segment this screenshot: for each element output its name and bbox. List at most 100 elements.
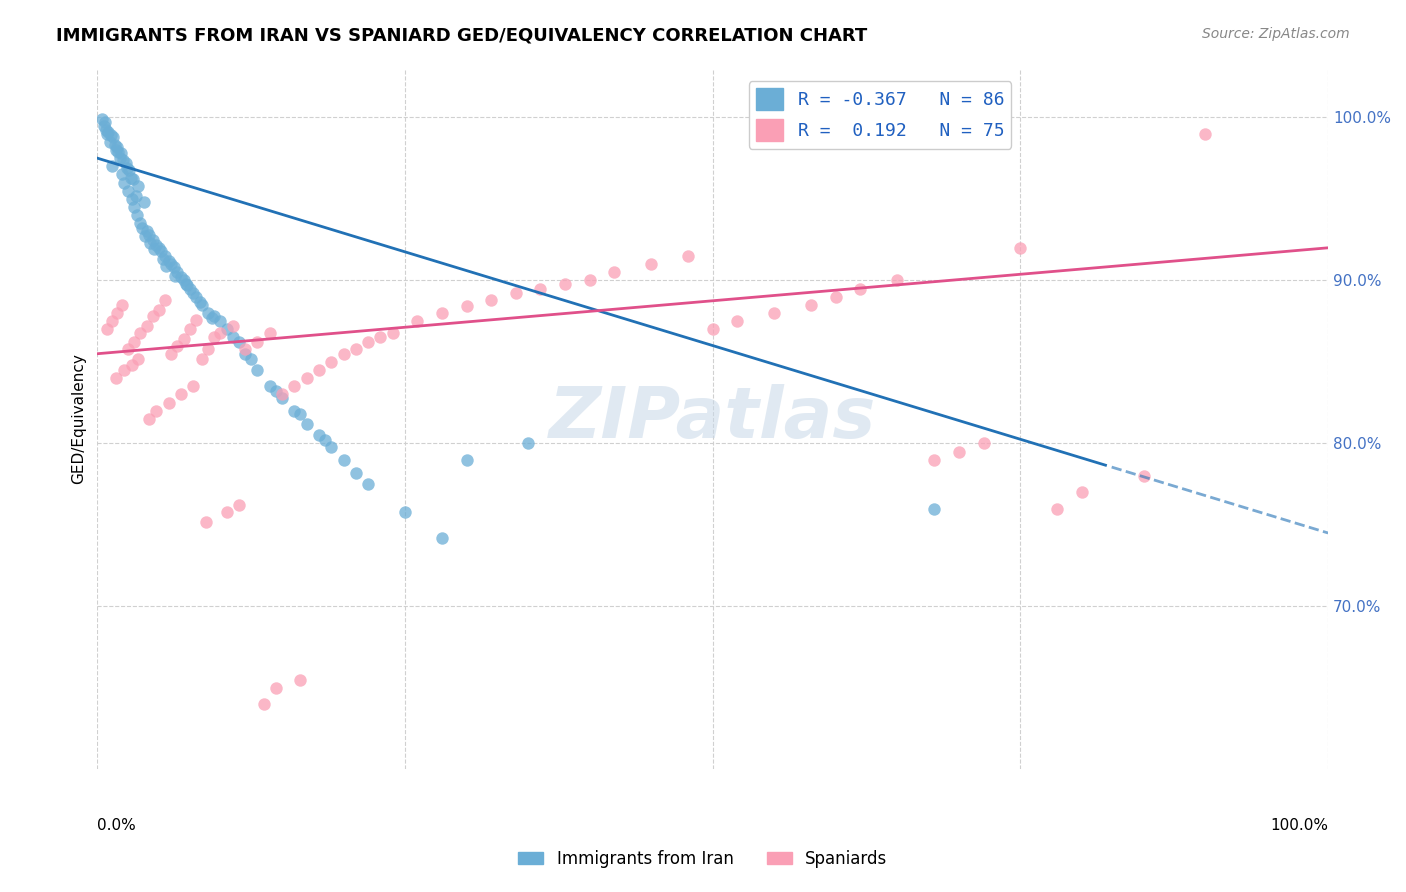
Point [98, 135, 121, 149]
Point [381, 326, 404, 340]
Point [517, 436, 540, 450]
Text: 100.0%: 100.0% [1270, 818, 1329, 833]
Point [252, 697, 274, 711]
Point [283, 379, 305, 393]
Point [104, 143, 127, 157]
Point [143, 243, 166, 257]
Point [344, 466, 367, 480]
Point [264, 384, 287, 399]
Point [233, 347, 256, 361]
Point [157, 395, 180, 409]
Point [145, 237, 167, 252]
Point [176, 278, 198, 293]
Point [135, 318, 157, 333]
Point [112, 176, 135, 190]
Point [129, 216, 152, 230]
Point [101, 159, 124, 173]
Point [183, 379, 205, 393]
Point [135, 225, 157, 239]
Point [155, 259, 177, 273]
Point [173, 273, 195, 287]
Point [259, 326, 281, 340]
Point [578, 273, 600, 287]
Point [110, 146, 132, 161]
Point [222, 318, 245, 333]
Point [124, 335, 146, 350]
Point [283, 404, 305, 418]
Point [103, 130, 125, 145]
Point [290, 407, 312, 421]
Point [188, 294, 211, 309]
Point [430, 531, 453, 545]
Point [166, 338, 188, 352]
Point [121, 192, 143, 206]
Point [134, 195, 156, 210]
Point [640, 257, 662, 271]
Point [370, 330, 392, 344]
Point [117, 342, 139, 356]
Point [271, 387, 294, 401]
Point [93, 115, 115, 129]
Point [233, 342, 256, 356]
Point [179, 322, 201, 336]
Point [308, 428, 330, 442]
Point [290, 673, 312, 687]
Point [246, 335, 269, 350]
Point [91, 112, 114, 126]
Point [174, 277, 197, 291]
Point [179, 281, 201, 295]
Point [1046, 501, 1069, 516]
Point [145, 404, 167, 418]
Point [197, 306, 219, 320]
Point [824, 290, 846, 304]
Point [321, 440, 343, 454]
Point [163, 268, 186, 283]
Point [152, 252, 174, 267]
Point [108, 151, 131, 165]
Text: 0.0%: 0.0% [97, 818, 136, 833]
Point [163, 260, 186, 275]
Point [101, 314, 124, 328]
Point [202, 310, 225, 324]
Point [240, 351, 263, 366]
Point [129, 326, 152, 340]
Point [529, 281, 551, 295]
Point [105, 306, 128, 320]
Point [94, 123, 117, 137]
Point [1132, 469, 1154, 483]
Point [139, 235, 162, 250]
Point [103, 138, 125, 153]
Point [170, 270, 193, 285]
Point [456, 300, 478, 314]
Point [332, 452, 354, 467]
Point [357, 335, 380, 350]
Point [107, 145, 129, 159]
Point [725, 314, 748, 328]
Text: Source: ZipAtlas.com: Source: ZipAtlas.com [1202, 27, 1350, 41]
Point [117, 184, 139, 198]
Point [121, 358, 143, 372]
Point [505, 286, 527, 301]
Point [246, 363, 269, 377]
Point [763, 306, 786, 320]
Point [1071, 485, 1094, 500]
Text: ZIPatlas: ZIPatlas [550, 384, 876, 453]
Point [160, 347, 183, 361]
Point [157, 253, 180, 268]
Point [215, 322, 238, 336]
Point [173, 332, 195, 346]
Point [228, 335, 250, 350]
Point [295, 371, 318, 385]
Point [122, 172, 145, 186]
Point [394, 505, 416, 519]
Y-axis label: GED/Equivalency: GED/Equivalency [72, 353, 86, 484]
Point [228, 498, 250, 512]
Point [264, 681, 287, 695]
Point [166, 265, 188, 279]
Point [922, 501, 945, 516]
Point [554, 277, 576, 291]
Point [973, 436, 995, 450]
Point [197, 342, 219, 356]
Point [114, 156, 136, 170]
Point [202, 330, 225, 344]
